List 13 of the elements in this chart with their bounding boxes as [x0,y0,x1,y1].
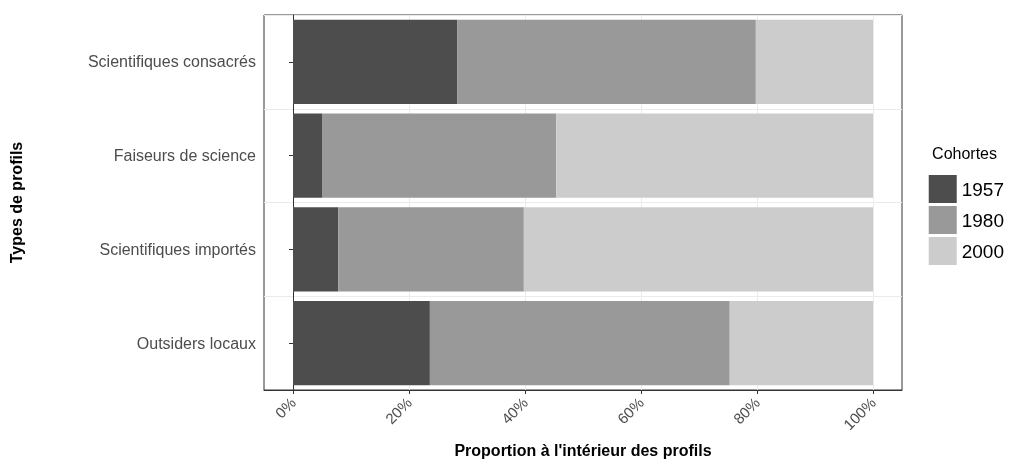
y-tick-label: Scientifiques consacrés [87,53,256,71]
legend-label: 2000 [961,240,1005,262]
y-axis-title: Types de profils [7,141,25,264]
x-tick-label: 40% [497,393,532,428]
y-tick-label: Outsiders locaux [136,334,256,352]
x-tick-label: 60% [613,393,648,428]
x-tick-label: 0% [271,393,300,422]
legend-label: 1957 [961,178,1005,200]
x-axis-title: Proportion à l'intérieur des profils [454,441,712,459]
legend-label: 1980 [961,209,1005,231]
y-tick-label: Faiseurs de science [113,147,257,165]
legend-title: Cohortes [932,144,997,162]
y-tick-label: Scientifiques importés [99,240,256,258]
